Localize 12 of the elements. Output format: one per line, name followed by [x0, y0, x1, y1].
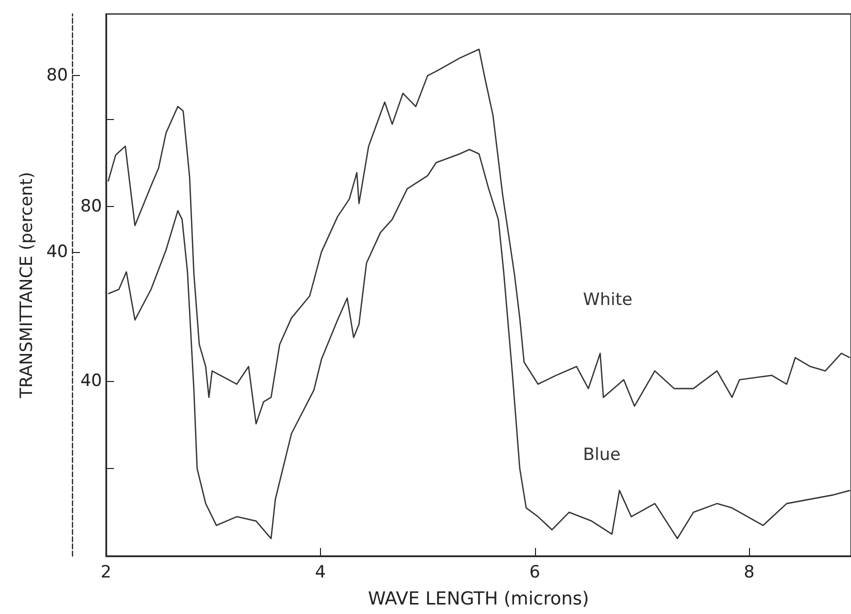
y2-tick-label: 80 — [80, 196, 102, 216]
line-series — [107, 48, 851, 424]
series-label: Blue — [583, 445, 621, 466]
x-axis-title: WAVE LENGTH (microns) — [368, 588, 590, 610]
x-tick-label: 8 — [744, 562, 755, 582]
line-series — [107, 148, 851, 540]
x-tick-label: 4 — [314, 562, 326, 582]
x-tick-label: 2 — [100, 562, 112, 582]
text: White — [583, 290, 632, 310]
y-axis-title: TRANSMITTANCE (percent) — [16, 172, 37, 400]
y2-tick-label: 40 — [80, 371, 102, 392]
x-tick-label: 6 — [529, 562, 540, 582]
